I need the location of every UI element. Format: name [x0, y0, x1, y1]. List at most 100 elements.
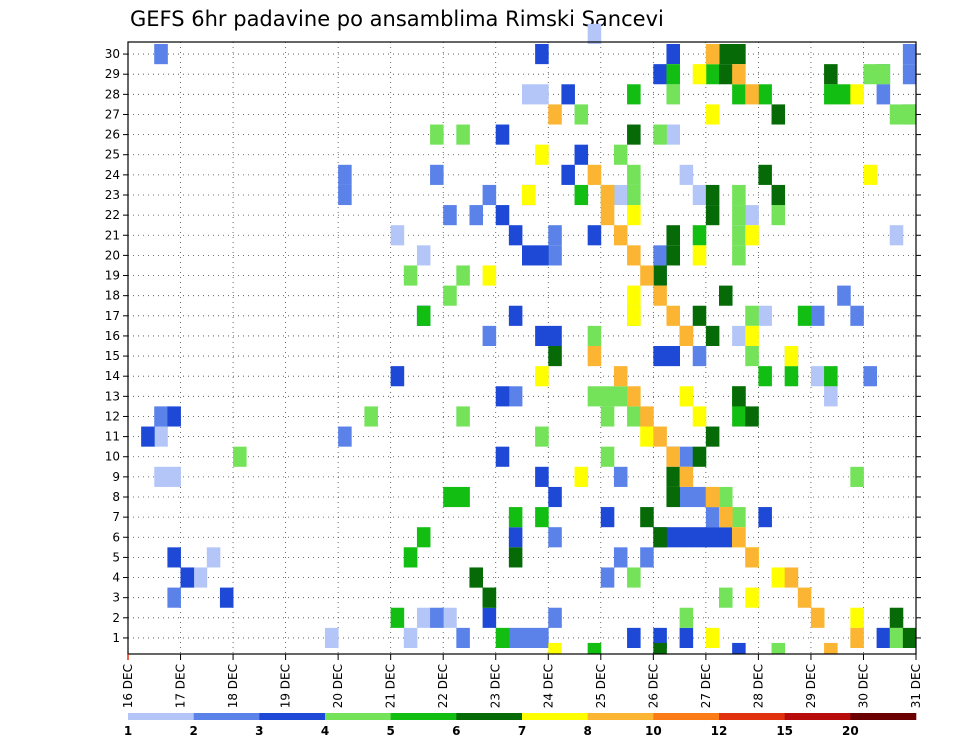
heatmap-cell	[535, 245, 549, 266]
heatmap-cell	[508, 305, 523, 326]
heatmap-cell	[627, 567, 641, 588]
heatmap-cell	[653, 642, 667, 654]
y-tick-label: 28	[105, 87, 120, 101]
heatmap-cell	[666, 225, 680, 246]
heatmap-cell	[758, 507, 772, 528]
heatmap-cell	[482, 265, 497, 286]
heatmap-cell	[653, 527, 667, 548]
heatmap-cell	[535, 144, 549, 165]
heatmap-cell	[745, 205, 759, 226]
heatmap-cell	[732, 386, 746, 407]
colorbar-segment	[456, 713, 523, 720]
heatmap-cell	[705, 325, 720, 346]
x-tick-label: 29 DEC	[804, 664, 818, 708]
heatmap-cell	[719, 507, 733, 528]
colorbar-segment	[850, 713, 917, 720]
heatmap-cell	[600, 406, 615, 427]
heatmap-cell	[732, 406, 746, 427]
heatmap-cell	[390, 366, 405, 387]
heatmap-cell	[141, 426, 155, 447]
heatmap-cell	[692, 486, 707, 508]
heatmap-cell	[456, 406, 470, 427]
heatmap-cell	[627, 627, 641, 648]
heatmap-cell	[587, 164, 602, 185]
heatmap-cell	[167, 466, 181, 487]
y-tick-label: 5	[112, 550, 120, 564]
heatmap-cell	[495, 386, 510, 407]
heatmap-cell	[692, 305, 707, 326]
heatmap-cell	[745, 406, 759, 427]
heatmap-cell	[771, 205, 786, 226]
heatmap-cell	[784, 346, 799, 367]
colorbar-label: 8	[583, 724, 591, 738]
heatmap-cell	[679, 466, 694, 487]
heatmap-cell	[810, 607, 825, 628]
heatmap-cell	[640, 265, 654, 286]
heatmap-cell	[732, 325, 746, 346]
heatmap-cell	[508, 507, 523, 528]
heatmap-cell	[705, 184, 720, 206]
colorbar-label: 7	[518, 724, 526, 738]
y-tick-label: 30	[105, 47, 120, 61]
heatmap-cell	[732, 184, 746, 206]
y-tick-label: 6	[112, 530, 120, 544]
colorbar-segment	[325, 713, 391, 720]
heatmap-cell	[692, 245, 707, 266]
y-tick-label: 13	[105, 389, 120, 403]
heatmap-cell	[771, 184, 786, 206]
heatmap-cell	[482, 607, 497, 628]
heatmap-cell	[627, 285, 641, 306]
heatmap-cell	[403, 265, 418, 286]
heatmap-cell	[338, 164, 352, 185]
heatmap-cell	[548, 527, 562, 548]
heatmap-cell	[482, 587, 497, 608]
x-tick-label: 21 DEC	[384, 664, 398, 708]
heatmap-cell	[587, 225, 602, 246]
y-tick-label: 1	[112, 631, 120, 645]
heatmap-cell	[390, 607, 405, 628]
colorbar-label: 6	[452, 724, 460, 738]
heatmap-cell	[469, 567, 483, 588]
heatmap-cell	[154, 44, 168, 65]
heatmap-cell	[653, 64, 667, 85]
heatmap-cell	[810, 305, 825, 326]
x-tick-label: 30 DEC	[856, 664, 870, 708]
y-tick-label: 8	[112, 490, 120, 504]
y-tick-label: 14	[105, 369, 120, 383]
heatmap-cell	[613, 386, 628, 407]
heatmap-cell	[587, 386, 602, 407]
heatmap-cell	[627, 124, 641, 145]
heatmap-cell	[705, 44, 720, 65]
heatmap-cell	[193, 567, 208, 588]
colorbar-label: 1	[124, 724, 132, 738]
heatmap-cell	[627, 406, 641, 427]
heatmap-cell	[653, 124, 667, 145]
heatmap-cell	[338, 426, 352, 447]
heatmap-cell	[600, 446, 615, 467]
heatmap-cell	[508, 527, 523, 548]
heatmap-cell	[443, 285, 457, 306]
heatmap-cell	[613, 547, 628, 568]
heatmap-cell	[495, 205, 510, 226]
colorbar-segment	[193, 713, 260, 720]
heatmap-cell	[443, 205, 457, 226]
colorbar-segment	[653, 713, 720, 720]
colorbar: 1 2 3 4 5 6 7 8 10 12 15 20	[124, 713, 917, 738]
heatmap-cell	[535, 466, 549, 487]
colorbar-segment	[522, 713, 588, 720]
heatmap-cell	[535, 426, 549, 447]
heatmap-cell	[325, 627, 339, 648]
heatmap-cell	[705, 426, 720, 447]
heatmap-cell	[640, 507, 654, 528]
y-tick-label: 24	[105, 168, 120, 182]
heatmap-cell	[666, 44, 680, 65]
heatmap-cell	[443, 607, 457, 628]
heatmap-cell	[666, 466, 680, 487]
heatmap-cell	[627, 84, 641, 105]
y-tick-label: 11	[105, 430, 120, 444]
y-tick-label: 12	[105, 409, 120, 423]
heatmap-cell	[548, 607, 562, 628]
colorbar-label: 2	[189, 724, 197, 738]
heatmap-cell	[627, 184, 641, 206]
x-tick-label: 27 DEC	[699, 664, 713, 708]
